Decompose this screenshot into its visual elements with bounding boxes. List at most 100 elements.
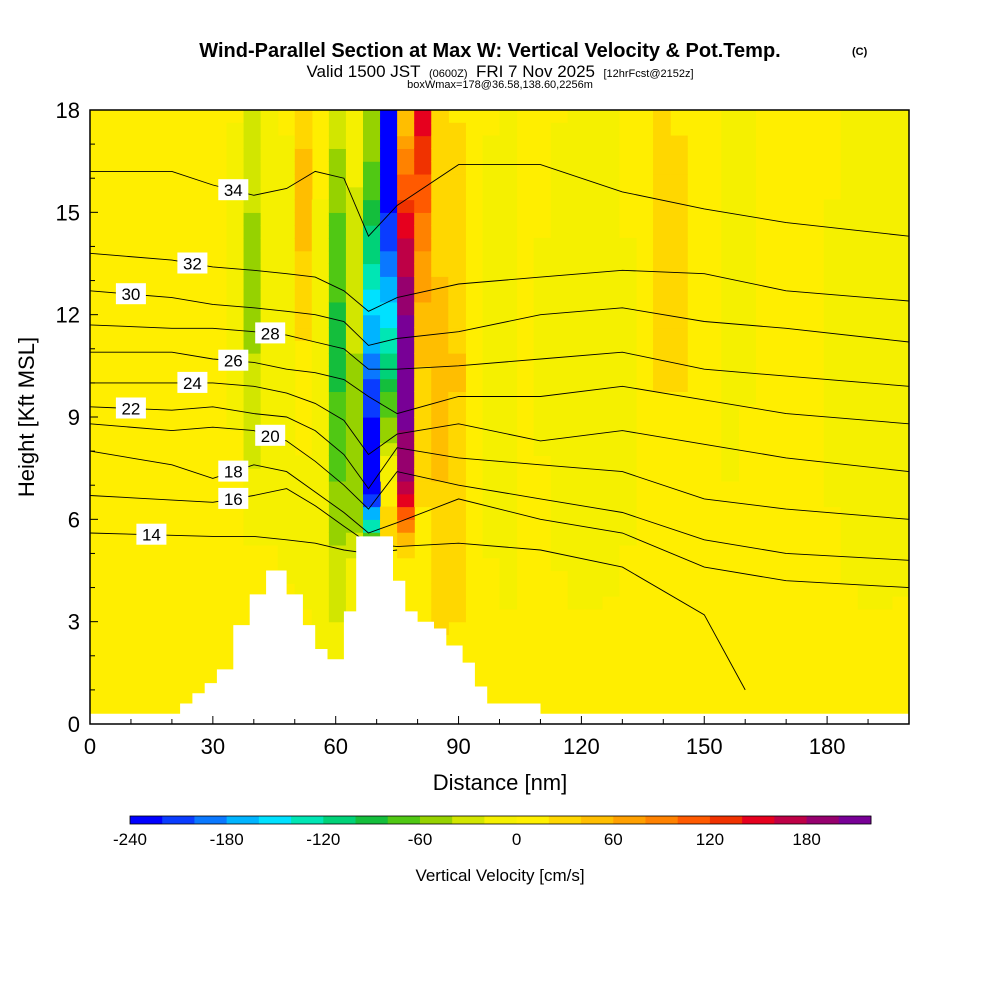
velocity-cell xyxy=(857,161,876,175)
velocity-cell xyxy=(567,340,586,354)
velocity-cell xyxy=(482,314,501,329)
velocity-cell xyxy=(328,608,347,623)
velocity-cell xyxy=(874,532,893,546)
velocity-cell xyxy=(311,327,330,341)
velocity-cell xyxy=(499,429,518,444)
velocity-cell xyxy=(584,263,603,277)
velocity-cell xyxy=(448,353,466,367)
velocity-cell xyxy=(601,276,620,290)
theta-label-text: 30 xyxy=(121,285,140,304)
velocity-cell xyxy=(482,173,501,188)
velocity-cell xyxy=(857,365,876,380)
theta-label-34: 34 xyxy=(218,179,249,201)
velocity-cell xyxy=(328,532,347,546)
velocity-cell xyxy=(328,199,347,213)
velocity-cell xyxy=(448,429,466,444)
velocity-cell xyxy=(499,276,518,290)
velocity-cell xyxy=(328,365,347,380)
velocity-cell xyxy=(277,557,296,572)
theta-contour-20 xyxy=(90,423,909,561)
velocity-cell xyxy=(345,212,364,226)
velocity-cell xyxy=(567,544,586,559)
velocity-cell xyxy=(311,506,330,520)
x-tick-label: 180 xyxy=(809,734,846,759)
velocity-cell xyxy=(618,250,637,265)
velocity-cell xyxy=(670,378,688,393)
velocity-cell xyxy=(533,365,552,380)
velocity-cell xyxy=(294,186,313,201)
velocity-cell xyxy=(721,378,739,393)
velocity-cell xyxy=(499,289,518,303)
velocity-cell xyxy=(380,404,398,418)
velocity-cell xyxy=(738,327,757,341)
velocity-cell xyxy=(243,135,262,149)
velocity-cell xyxy=(448,583,466,597)
velocity-cell xyxy=(823,212,842,226)
velocity-cell xyxy=(891,570,909,584)
velocity-cell xyxy=(414,378,432,393)
velocity-cell xyxy=(482,301,501,316)
velocity-cell xyxy=(328,173,347,188)
velocity-cell xyxy=(431,532,449,546)
velocity-cell xyxy=(857,493,876,508)
y-tick-label: 6 xyxy=(68,507,80,532)
colorbar-tick-label: -180 xyxy=(210,830,244,849)
velocity-cell xyxy=(550,314,569,329)
velocity-cell xyxy=(840,122,859,137)
velocity-cell xyxy=(277,442,296,456)
colorbar: -240 -180 -120 -60 0 60 120 180 xyxy=(113,815,872,849)
velocity-cell xyxy=(277,544,296,559)
velocity-cell xyxy=(874,161,893,175)
velocity-cell xyxy=(414,301,432,316)
velocity-cell xyxy=(857,404,876,418)
velocity-cell xyxy=(550,186,569,201)
velocity-cell xyxy=(499,391,518,405)
velocity-cell xyxy=(431,212,449,226)
velocity-cell xyxy=(397,148,415,162)
velocity-cell xyxy=(328,122,347,137)
velocity-cell xyxy=(226,378,245,393)
velocity-cell xyxy=(311,596,330,610)
velocity-cell xyxy=(601,161,620,175)
velocity-cell xyxy=(345,135,364,149)
velocity-cell xyxy=(431,340,449,354)
velocity-cell xyxy=(738,110,757,124)
velocity-cell xyxy=(226,225,245,239)
velocity-cell xyxy=(721,110,739,124)
x-tick-label: 0 xyxy=(84,734,96,759)
theta-label-18: 18 xyxy=(218,460,249,482)
velocity-cell xyxy=(823,340,842,354)
velocity-cell xyxy=(431,391,449,405)
velocity-cell xyxy=(448,468,466,482)
velocity-cell xyxy=(397,468,415,482)
velocity-cell xyxy=(260,122,279,137)
velocity-cell xyxy=(567,212,586,226)
velocity-cell xyxy=(874,468,893,482)
velocity-cell xyxy=(618,378,637,393)
x-axis: 0 30 60 90 120 150 180 xyxy=(84,716,910,759)
velocity-cell xyxy=(584,455,603,469)
velocity-cell xyxy=(499,596,518,610)
velocity-cell xyxy=(670,161,688,175)
velocity-cell xyxy=(601,212,620,226)
velocity-cell xyxy=(618,314,637,329)
velocity-cell xyxy=(397,519,415,533)
velocity-cell xyxy=(584,340,603,354)
velocity-cell xyxy=(380,468,398,482)
velocity-cell xyxy=(448,276,466,290)
velocity-cell xyxy=(653,135,671,149)
theta-label-text: 16 xyxy=(224,490,243,509)
velocity-cell xyxy=(823,237,842,252)
theta-label-32: 32 xyxy=(177,252,208,274)
velocity-cell xyxy=(891,519,909,533)
velocity-cell xyxy=(550,340,569,354)
velocity-cell xyxy=(397,301,415,316)
velocity-cell xyxy=(567,250,586,265)
velocity-cell xyxy=(891,340,909,354)
velocity-cell xyxy=(550,173,569,188)
velocity-cell xyxy=(345,429,364,444)
colorbar-title: Vertical Velocity [cm/s] xyxy=(415,866,584,885)
velocity-cell xyxy=(601,378,620,393)
velocity-cell xyxy=(431,570,449,584)
